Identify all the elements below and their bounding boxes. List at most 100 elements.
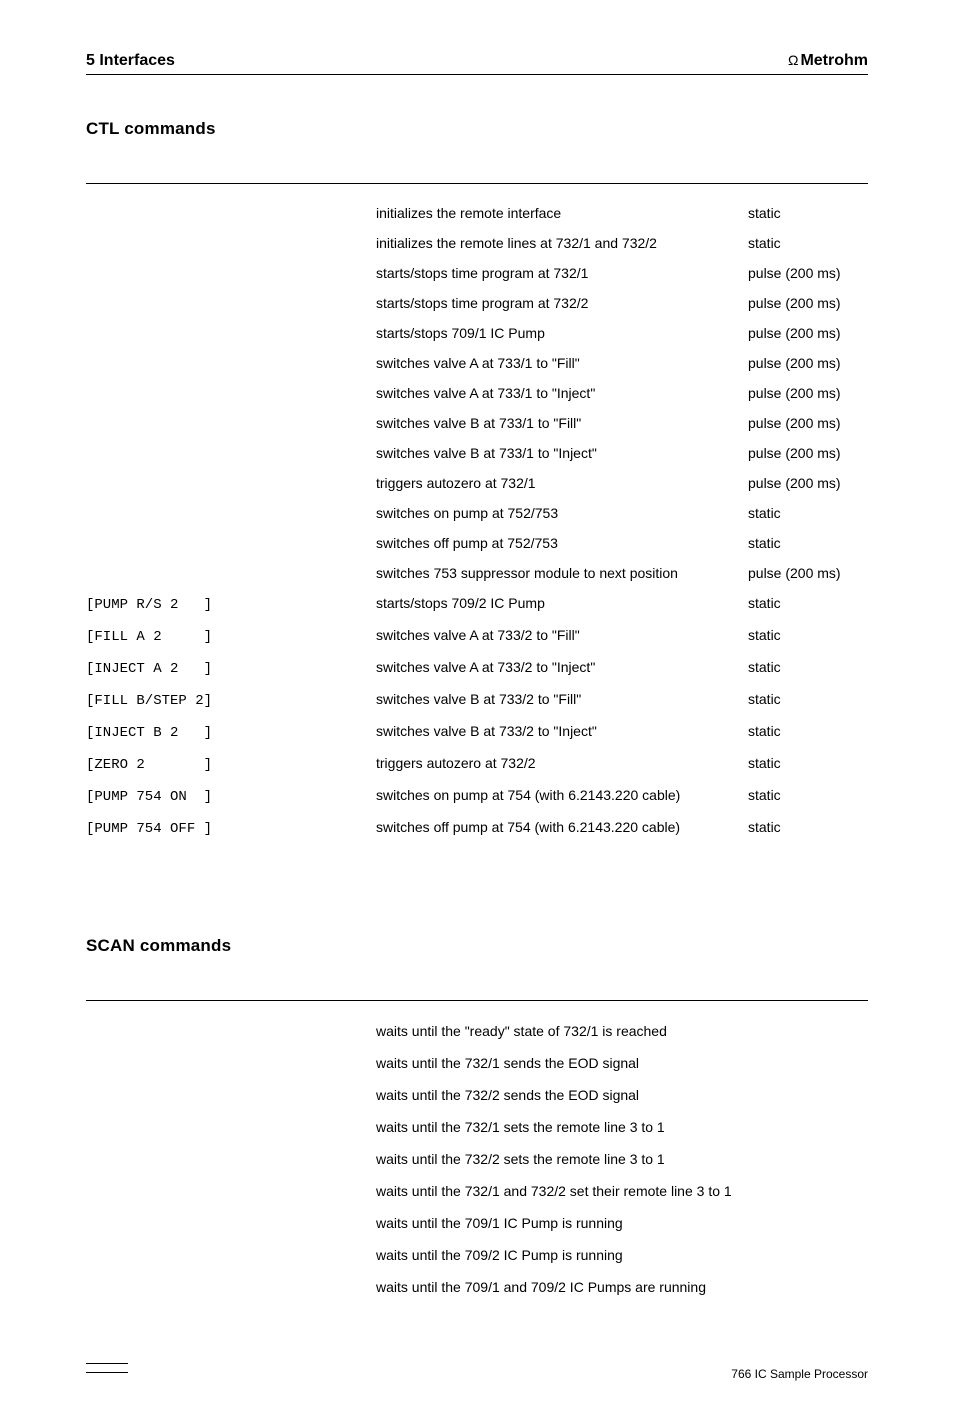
ctl-type-cell: pulse (200 ms) <box>748 386 868 400</box>
ctl-command-cell: [ZERO 2 ] <box>86 758 376 772</box>
ctl-type-cell: static <box>748 756 868 770</box>
ctl-type-cell: pulse (200 ms) <box>748 446 868 460</box>
table-row: waits until the 732/1 and 732/2 set thei… <box>86 1175 868 1207</box>
table-row: switches valve B at 733/1 to "Fill"pulse… <box>86 408 868 438</box>
scan-description-cell: waits until the "ready" state of 732/1 i… <box>376 1023 868 1039</box>
scan-description-cell: waits until the 709/1 and 709/2 IC Pumps… <box>376 1279 868 1295</box>
footer-product-name: 766 IC Sample Processor <box>731 1367 868 1381</box>
ctl-type-cell: pulse (200 ms) <box>748 326 868 340</box>
table-row: [PUMP R/S 2 ]starts/stops 709/2 IC Pumps… <box>86 588 868 620</box>
ctl-commands-table: initializes the remote interfacestaticin… <box>86 183 868 844</box>
ctl-description-cell: switches valve B at 733/1 to "Inject" <box>376 446 748 460</box>
ctl-description-cell: initializes the remote interface <box>376 206 748 220</box>
ctl-command-cell: [PUMP R/S 2 ] <box>86 598 376 612</box>
ctl-description-cell: initializes the remote lines at 732/1 an… <box>376 236 748 250</box>
ctl-type-cell: static <box>748 596 868 610</box>
ctl-description-cell: switches valve A at 733/2 to "Inject" <box>376 660 748 674</box>
table-row: [PUMP 754 OFF ]switches off pump at 754 … <box>86 812 868 844</box>
ctl-command-cell: [PUMP 754 ON ] <box>86 790 376 804</box>
table-row: waits until the 732/1 sets the remote li… <box>86 1111 868 1143</box>
ctl-description-cell: switches on pump at 752/753 <box>376 506 748 520</box>
scan-description-cell: waits until the 732/2 sends the EOD sign… <box>376 1087 868 1103</box>
table-row: waits until the 732/1 sends the EOD sign… <box>86 1047 868 1079</box>
ctl-description-cell: switches valve A at 733/2 to "Fill" <box>376 628 748 642</box>
ctl-commands-heading: CTL commands <box>86 119 868 139</box>
ctl-description-cell: starts/stops 709/2 IC Pump <box>376 596 748 610</box>
table-row: waits until the 709/1 and 709/2 IC Pumps… <box>86 1271 868 1303</box>
page-header: 5 Interfaces Ω Metrohm <box>86 52 868 75</box>
ctl-type-cell: static <box>748 628 868 642</box>
table-row: waits until the 709/1 IC Pump is running <box>86 1207 868 1239</box>
ctl-description-cell: switches valve B at 733/2 to "Inject" <box>376 724 748 738</box>
brand-symbol-icon: Ω <box>788 52 798 68</box>
ctl-description-cell: switches off pump at 754 (with 6.2143.22… <box>376 820 748 834</box>
table-row: [FILL B/STEP 2]switches valve B at 733/2… <box>86 684 868 716</box>
ctl-type-cell: pulse (200 ms) <box>748 356 868 370</box>
table-row: switches off pump at 752/753static <box>86 528 868 558</box>
table-row: [PUMP 754 ON ]switches on pump at 754 (w… <box>86 780 868 812</box>
table-row: [ZERO 2 ]triggers autozero at 732/2stati… <box>86 748 868 780</box>
ctl-type-cell: static <box>748 660 868 674</box>
scan-command-cell <box>86 1087 376 1103</box>
ctl-description-cell: starts/stops time program at 732/2 <box>376 296 748 310</box>
table-row: waits until the 709/2 IC Pump is running <box>86 1239 868 1271</box>
ctl-type-cell: pulse (200 ms) <box>748 296 868 310</box>
scan-description-cell: waits until the 732/2 sets the remote li… <box>376 1151 868 1167</box>
ctl-description-cell: triggers autozero at 732/2 <box>376 756 748 770</box>
ctl-type-cell: static <box>748 236 868 250</box>
table-row: [INJECT B 2 ]switches valve B at 733/2 t… <box>86 716 868 748</box>
ctl-description-cell: triggers autozero at 732/1 <box>376 476 748 490</box>
scan-command-cell <box>86 1023 376 1039</box>
scan-commands-heading: SCAN commands <box>86 936 868 956</box>
ctl-type-cell: pulse (200 ms) <box>748 416 868 430</box>
table-row: waits until the 732/2 sets the remote li… <box>86 1143 868 1175</box>
ctl-command-cell: [FILL A 2 ] <box>86 630 376 644</box>
ctl-type-cell: static <box>748 724 868 738</box>
scan-description-cell: waits until the 732/1 sets the remote li… <box>376 1119 868 1135</box>
scan-command-cell <box>86 1151 376 1167</box>
ctl-description-cell: switches 753 suppressor module to next p… <box>376 566 748 580</box>
table-row: switches valve A at 733/1 to "Inject"pul… <box>86 378 868 408</box>
scan-command-cell <box>86 1215 376 1231</box>
ctl-description-cell: switches off pump at 752/753 <box>376 536 748 550</box>
ctl-description-cell: switches on pump at 754 (with 6.2143.220… <box>376 788 748 802</box>
table-row: switches valve B at 733/1 to "Inject"pul… <box>86 438 868 468</box>
scan-command-cell <box>86 1119 376 1135</box>
ctl-command-cell: [INJECT A 2 ] <box>86 662 376 676</box>
table-row: starts/stops time program at 732/2pulse … <box>86 288 868 318</box>
scan-command-cell <box>86 1055 376 1071</box>
table-row: switches 753 suppressor module to next p… <box>86 558 868 588</box>
ctl-command-cell: [INJECT B 2 ] <box>86 726 376 740</box>
scan-commands-table: waits until the "ready" state of 732/1 i… <box>86 1000 868 1303</box>
scan-command-cell <box>86 1183 376 1199</box>
ctl-type-cell: static <box>748 536 868 550</box>
scan-description-cell: waits until the 709/2 IC Pump is running <box>376 1247 868 1263</box>
table-row: waits until the "ready" state of 732/1 i… <box>86 1015 868 1047</box>
page-footer: 766 IC Sample Processor <box>86 1363 868 1381</box>
ctl-description-cell: starts/stops time program at 732/1 <box>376 266 748 280</box>
table-row: switches on pump at 752/753static <box>86 498 868 528</box>
ctl-type-cell: static <box>748 206 868 220</box>
ctl-type-cell: pulse (200 ms) <box>748 566 868 580</box>
footer-decor-lines-icon <box>86 1363 128 1381</box>
table-row: triggers autozero at 732/1pulse (200 ms) <box>86 468 868 498</box>
ctl-type-cell: pulse (200 ms) <box>748 266 868 280</box>
table-row: starts/stops time program at 732/1pulse … <box>86 258 868 288</box>
ctl-type-cell: static <box>748 692 868 706</box>
table-row: starts/stops 709/1 IC Pumppulse (200 ms) <box>86 318 868 348</box>
table-row: initializes the remote lines at 732/1 an… <box>86 228 868 258</box>
ctl-type-cell: pulse (200 ms) <box>748 476 868 490</box>
table-row: waits until the 732/2 sends the EOD sign… <box>86 1079 868 1111</box>
ctl-description-cell: switches valve A at 733/1 to "Fill" <box>376 356 748 370</box>
ctl-command-cell: [FILL B/STEP 2] <box>86 694 376 708</box>
scan-description-cell: waits until the 709/1 IC Pump is running <box>376 1215 868 1231</box>
scan-description-cell: waits until the 732/1 and 732/2 set thei… <box>376 1183 868 1199</box>
scan-description-cell: waits until the 732/1 sends the EOD sign… <box>376 1055 868 1071</box>
table-row: [FILL A 2 ]switches valve A at 733/2 to … <box>86 620 868 652</box>
brand-name: Metrohm <box>800 52 868 70</box>
ctl-type-cell: static <box>748 788 868 802</box>
ctl-type-cell: static <box>748 820 868 834</box>
header-section-title: 5 Interfaces <box>86 52 175 70</box>
table-row: switches valve A at 733/1 to "Fill"pulse… <box>86 348 868 378</box>
scan-command-cell <box>86 1247 376 1263</box>
